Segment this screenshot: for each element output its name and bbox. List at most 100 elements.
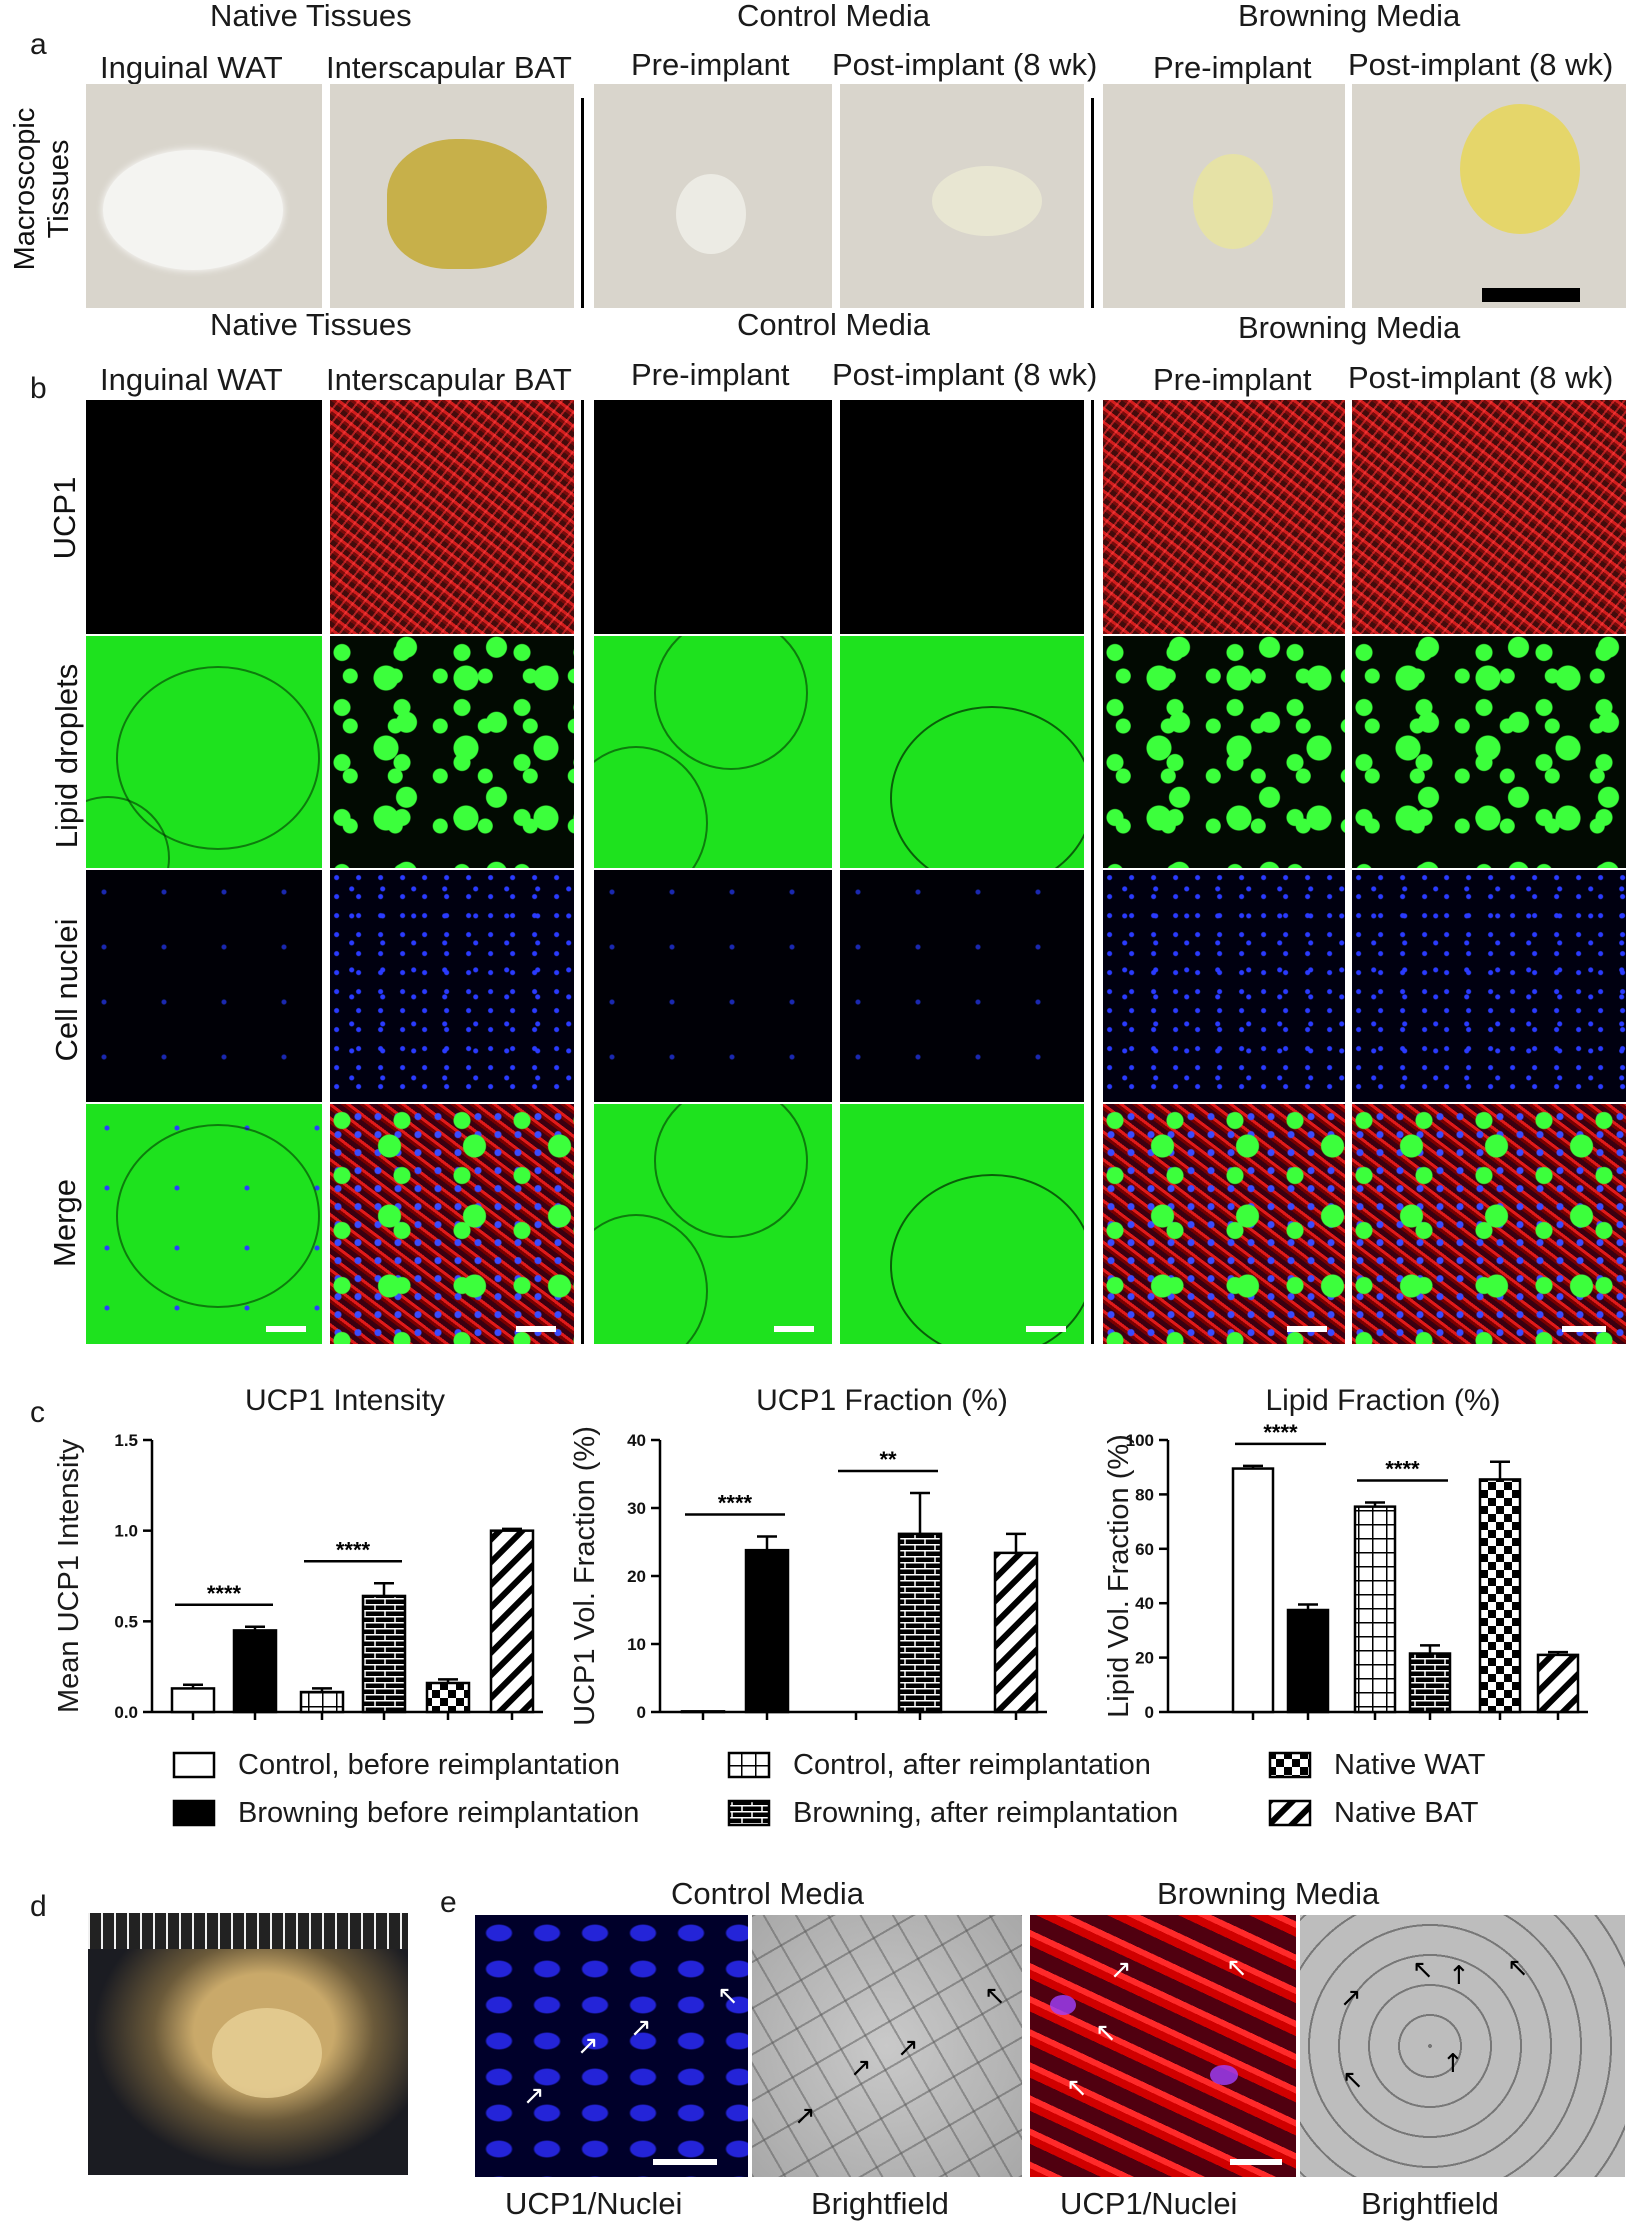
nuclei-control-pre	[594, 870, 832, 1102]
panel-b-col-control-post: Post-implant (8 wk)	[832, 357, 1098, 392]
lipid-browning-pre	[1103, 636, 1345, 868]
legend-item: Native WAT	[1268, 1745, 1485, 1785]
nuclei-inguinal-wat	[86, 870, 322, 1102]
panel-e-group-control: Control Media	[671, 1876, 864, 1911]
legend-swatch	[727, 1751, 771, 1779]
bar-charts: UCP1 Intensity Mean UCP1 Intensity 0.0 0.5 1…	[53, 1384, 1588, 1726]
bar	[1536, 1653, 1580, 1714]
e-caption-browning-ucp1: UCP1/Nuclei	[1060, 2186, 1238, 2221]
panel-a-col-control-post: Post-implant (8 wk)	[832, 47, 1098, 82]
panel-b-letter: b	[30, 372, 47, 405]
ucp1-control-post	[840, 400, 1084, 634]
merge-control-post	[840, 1104, 1084, 1344]
legend-label: Control, before reimplantation	[238, 1748, 621, 1781]
panel-a-col-inguinal-wat: Inguinal WAT	[100, 50, 283, 85]
significance-label: **	[879, 1447, 897, 1472]
lipid-browning-post	[1352, 636, 1626, 868]
legend-label: Native WAT	[1334, 1748, 1486, 1781]
legend-swatch	[1268, 1751, 1312, 1779]
panel-b-group-control: Control Media	[737, 307, 930, 342]
bar	[232, 1629, 278, 1714]
chart-title: UCP1 Fraction (%)	[756, 1384, 1008, 1417]
y-tick-label: 100	[1126, 1431, 1154, 1450]
panel-b-col-browning-post: Post-implant (8 wk)	[1348, 360, 1614, 395]
panel-c-letter: c	[30, 1396, 45, 1429]
legend-label: Browning before reimplantation	[238, 1796, 640, 1829]
y-axis-label: UCP1 Vol. Fraction (%)	[569, 1426, 601, 1726]
scale-bar	[1287, 1326, 1327, 1332]
bar	[299, 1690, 345, 1714]
nuclei-interscapular-bat	[330, 870, 574, 1102]
panel-b-group-native: Native Tissues	[210, 307, 412, 342]
legend-swatch	[727, 1799, 771, 1827]
panel-b-col-browning-pre: Pre-implant	[1153, 362, 1312, 397]
legend-item: Browning before reimplantation	[172, 1793, 639, 1833]
y-tick-label: 40	[1135, 1594, 1154, 1613]
panel-d-letter: d	[30, 1890, 47, 1923]
legend-label: Browning, after reimplantation	[793, 1796, 1179, 1829]
significance-label: ****	[1385, 1457, 1420, 1482]
e-browning-ucp1-nuclei: ↗ ↖ ↖ ↖	[1030, 1915, 1296, 2177]
panel-b-col-inguinal-wat: Inguinal WAT	[100, 362, 283, 397]
panel-a-row-label: Macroscopic Tissues	[9, 107, 75, 271]
bar	[1353, 1505, 1397, 1714]
significance-label: ****	[718, 1491, 753, 1516]
photo-implant-in-vivo	[88, 1913, 408, 2175]
panel-e-group-browning: Browning Media	[1157, 1876, 1380, 1911]
y-axis-label: Lipid Vol. Fraction (%)	[1103, 1434, 1135, 1718]
scale-bar	[1562, 1326, 1606, 1332]
panel-a-col-control-pre: Pre-implant	[631, 47, 790, 82]
photo-control-post	[840, 84, 1084, 308]
e-browning-brightfield: ↗ ↖ ↑ ↖ ↖ ↑	[1300, 1915, 1625, 2177]
y-tick-label: 10	[627, 1635, 646, 1654]
significance-label: ****	[1263, 1420, 1298, 1445]
photo-control-pre	[594, 84, 832, 308]
chart-title: Lipid Fraction (%)	[1265, 1384, 1500, 1417]
panel-a-col-browning-post: Post-implant (8 wk)	[1348, 47, 1614, 82]
ucp1-browning-pre	[1103, 400, 1345, 634]
separator-b-2	[1091, 400, 1094, 1344]
chart-legend: Control, before reimplantation Control, a…	[0, 1745, 1650, 1855]
e-caption-control-bf: Brightfield	[811, 2186, 949, 2221]
separator-a-2	[1091, 98, 1094, 308]
legend-item: Control, before reimplantation	[172, 1745, 620, 1785]
lipid-control-pre	[594, 636, 832, 868]
panel-b-group-browning: Browning Media	[1238, 310, 1461, 345]
scale-bar	[1026, 1326, 1066, 1332]
y-tick-label: 1.5	[114, 1431, 138, 1450]
merge-inguinal-wat	[86, 1104, 322, 1344]
nuclei-browning-post	[1352, 870, 1626, 1102]
y-tick-label: 60	[1135, 1540, 1154, 1559]
panel-b-row-lipid: Lipid droplets	[49, 663, 84, 849]
y-tick-label: 0	[637, 1703, 646, 1722]
ruler-scale	[88, 1913, 408, 1949]
bar	[680, 1710, 726, 1714]
merge-interscapular-bat	[330, 1104, 574, 1344]
panel-a-letter: a	[30, 28, 47, 61]
y-tick-label: 20	[1135, 1649, 1154, 1668]
y-tick-label: 80	[1135, 1485, 1154, 1504]
bar	[1408, 1652, 1452, 1714]
chart-ucp1-intensity: UCP1 Intensity Mean UCP1 Intensity 0.0 0.5 1…	[53, 1384, 543, 1722]
scale-bar	[516, 1326, 556, 1332]
panel-a-group-browning: Browning Media	[1238, 0, 1461, 33]
panel-a-col-browning-pre: Pre-implant	[1153, 50, 1312, 85]
y-tick-label: 1.0	[114, 1522, 138, 1541]
panel-e-letter: e	[440, 1886, 457, 1919]
panel-b-row-merge: Merge	[47, 1179, 82, 1267]
bar	[993, 1551, 1039, 1714]
y-tick-label: 30	[627, 1499, 646, 1518]
merge-control-pre	[594, 1104, 832, 1344]
panel-b-col-control-pre: Pre-implant	[631, 357, 790, 392]
bar	[1231, 1467, 1275, 1714]
bar	[361, 1594, 407, 1714]
nuclei-control-post	[840, 870, 1084, 1102]
photo-interscapular-bat	[330, 84, 574, 308]
legend-swatch	[172, 1799, 216, 1827]
bar	[489, 1529, 535, 1714]
bar	[744, 1548, 790, 1714]
nuclei-browning-pre	[1103, 870, 1345, 1102]
scale-bar	[774, 1326, 814, 1332]
ucp1-control-pre	[594, 400, 832, 634]
ucp1-browning-post	[1352, 400, 1626, 634]
